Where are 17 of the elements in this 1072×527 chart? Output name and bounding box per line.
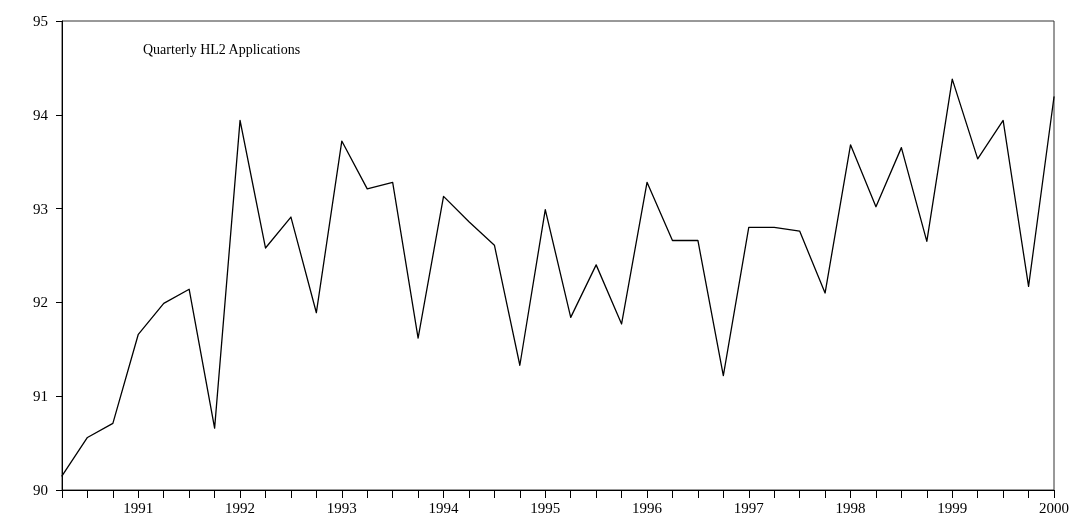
x-tick-label: 1998 <box>835 499 866 516</box>
x-tick-label: 1991 <box>123 499 154 516</box>
x-tick-label: 1994 <box>428 499 460 516</box>
y-tick-label: 95 <box>33 13 48 29</box>
y-tick-label: 94 <box>33 106 49 123</box>
y-tick-label: 93 <box>33 200 48 217</box>
x-tick-label: 1992 <box>225 499 256 516</box>
y-tick-label: 90 <box>33 482 48 498</box>
x-tick-label: 2000 <box>1039 499 1069 516</box>
x-tick-label: 1999 <box>937 499 968 516</box>
x-tick-label: 1993 <box>326 499 357 516</box>
y-tick-label: 92 <box>33 294 48 311</box>
y-tick-label: 91 <box>33 388 48 405</box>
x-tick-label: 1996 <box>632 499 663 516</box>
x-tick-label: 1995 <box>530 499 561 516</box>
text: Quarterly HL2 Applications <box>143 41 301 57</box>
x-tick-label: 1997 <box>733 499 765 516</box>
